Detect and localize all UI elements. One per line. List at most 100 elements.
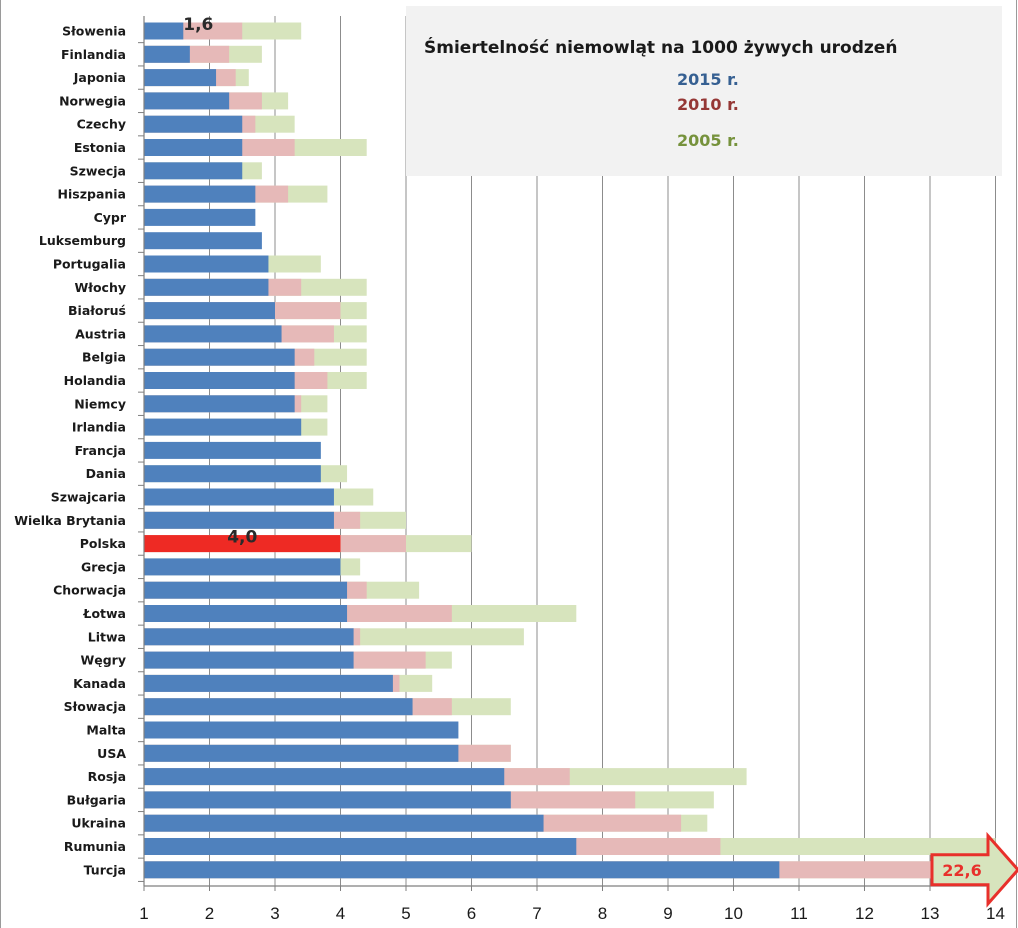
bar-2015r-15 bbox=[144, 372, 295, 389]
category-label: Czechy bbox=[77, 117, 126, 132]
bar-2015r-13 bbox=[144, 325, 282, 343]
bar-2015r-30 bbox=[144, 721, 459, 739]
bar-2015r-4 bbox=[144, 115, 243, 133]
bar-2015r-23 bbox=[144, 558, 341, 576]
category-label: Szwajcaria bbox=[51, 490, 126, 505]
category-label: Norwegia bbox=[59, 93, 126, 108]
category-label: Szwecja bbox=[70, 163, 126, 178]
category-label: Polska bbox=[80, 536, 126, 551]
x-tick-label: 12 bbox=[855, 904, 874, 923]
x-tick-label: 14 bbox=[986, 904, 1005, 923]
category-label: Ukraina bbox=[71, 816, 126, 831]
data-label: 4,0 bbox=[227, 528, 257, 548]
category-label: Rumunia bbox=[64, 839, 126, 854]
bar-2015r-19 bbox=[144, 465, 321, 483]
category-label: Słowenia bbox=[62, 24, 126, 39]
bar-2015r-31 bbox=[144, 744, 459, 762]
bar-2015r-34 bbox=[144, 814, 544, 832]
category-label: USA bbox=[97, 746, 126, 761]
category-label: Węgry bbox=[80, 653, 126, 668]
category-label: Grecja bbox=[81, 559, 126, 574]
category-label: Chorwacja bbox=[53, 583, 126, 598]
category-label: Francja bbox=[75, 443, 126, 458]
category-label: Białoruś bbox=[68, 303, 126, 318]
category-label: Niemcy bbox=[74, 396, 126, 411]
data-label: 1,6 bbox=[183, 15, 213, 35]
overflow-arrow bbox=[930, 831, 1018, 908]
category-label: Holandia bbox=[64, 373, 126, 388]
bar-2015r-32 bbox=[144, 768, 505, 786]
category-label: Malta bbox=[86, 723, 126, 738]
bar-2015r-17 bbox=[144, 418, 302, 436]
category-label: Finlandia bbox=[61, 47, 126, 62]
bar-2015r-21 bbox=[144, 511, 334, 529]
bar-2015r-24 bbox=[144, 581, 348, 599]
category-label: Irlandia bbox=[72, 420, 126, 435]
category-label: Wielka Brytania bbox=[14, 513, 126, 528]
bar-2015r-25 bbox=[144, 605, 348, 622]
bar-2015r-3 bbox=[144, 92, 230, 110]
category-label: Portugalia bbox=[53, 257, 126, 272]
x-tick-label: 6 bbox=[467, 904, 476, 923]
bar-2015r-29 bbox=[144, 698, 413, 716]
overflow-arrow-label: 22,6 bbox=[942, 861, 981, 880]
bar-2015r-10 bbox=[144, 255, 269, 273]
legend-title: Śmiertelność niemowląt na 1000 żywych ur… bbox=[424, 36, 897, 58]
x-tick-label: 10 bbox=[724, 904, 743, 923]
category-label: Włochy bbox=[75, 280, 126, 295]
bar-2015r-26 bbox=[144, 628, 354, 646]
category-label: Austria bbox=[75, 326, 126, 341]
category-label: Kanada bbox=[73, 676, 126, 691]
x-tick-labels: 1 2 3 4 5 6 7 8 9 10 11 12 13 14 bbox=[139, 904, 1005, 923]
bar-2015r-16 bbox=[144, 395, 295, 413]
x-tick-label: 11 bbox=[790, 904, 808, 923]
category-label: Belgia bbox=[82, 350, 126, 365]
x-tick-label: 2 bbox=[205, 904, 214, 923]
category-label: Dania bbox=[86, 466, 126, 481]
x-tick-label: 1 bbox=[139, 904, 148, 923]
bar-2015r-27 bbox=[144, 651, 354, 669]
bar-2015r-5 bbox=[144, 139, 243, 156]
bar-2015r-33 bbox=[144, 791, 511, 809]
bar-2015r-8 bbox=[144, 208, 256, 226]
bar-2015r-36 bbox=[144, 861, 780, 879]
legend-entry-2005r: 2005 r. bbox=[677, 131, 739, 150]
category-label: Hiszpania bbox=[58, 187, 126, 202]
category-label: Litwa bbox=[88, 629, 126, 644]
category-label: Łotwa bbox=[82, 606, 126, 621]
bar-2015r-6 bbox=[144, 162, 243, 180]
legend-box bbox=[406, 6, 1002, 176]
category-label: Luksemburg bbox=[39, 233, 126, 248]
legend: Śmiertelność niemowląt na 1000 żywych ur… bbox=[406, 6, 1002, 176]
bar-2015r-22 bbox=[144, 535, 341, 553]
bar-2015r-35 bbox=[144, 838, 577, 855]
x-tick-label: 8 bbox=[598, 904, 607, 923]
x-tick-label: 4 bbox=[336, 904, 345, 923]
category-label: Słowacja bbox=[64, 699, 126, 714]
x-tick-label: 9 bbox=[663, 904, 672, 923]
bar-2015r-12 bbox=[144, 302, 275, 320]
category-label: Estonia bbox=[74, 140, 126, 155]
bars bbox=[144, 22, 996, 879]
callouts: 1,6 4,0 22,6 bbox=[183, 15, 1018, 908]
legend-entry-2015r: 2015 r. bbox=[677, 70, 739, 89]
category-labels: Słowenia Finlandia Japonia Norwegia Czechy Es… bbox=[14, 24, 127, 878]
bar-2015r-14 bbox=[144, 348, 295, 366]
bar-2015r-18 bbox=[144, 441, 321, 459]
bar-2015r-20 bbox=[144, 488, 334, 506]
bar-2015r-28 bbox=[144, 674, 393, 692]
category-label: Rosja bbox=[88, 769, 126, 784]
x-tick-label: 13 bbox=[921, 904, 940, 923]
bar-2015r-1 bbox=[144, 45, 190, 63]
category-label: Cypr bbox=[94, 210, 127, 225]
bar-2015r-0 bbox=[144, 22, 184, 40]
bar-2015r-11 bbox=[144, 278, 269, 296]
legend-entry-2010r: 2010 r. bbox=[677, 95, 739, 114]
x-tick-label: 3 bbox=[270, 904, 279, 923]
category-label: Bułgaria bbox=[67, 792, 126, 807]
category-label: Japonia bbox=[73, 70, 126, 85]
bar-2015r-7 bbox=[144, 185, 256, 203]
